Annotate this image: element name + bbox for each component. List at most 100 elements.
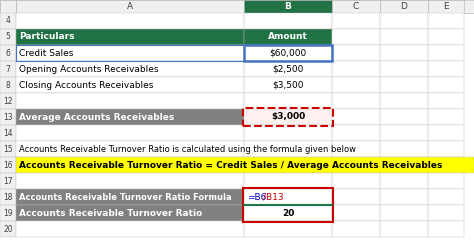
Text: C: C — [353, 2, 359, 11]
Bar — [244, 13, 332, 29]
Bar — [428, 93, 464, 109]
Bar — [332, 29, 380, 45]
Text: Amount: Amount — [268, 33, 308, 42]
Bar — [332, 61, 380, 77]
Bar — [380, 205, 428, 221]
Bar — [380, 45, 428, 61]
Text: 13: 13 — [3, 113, 13, 122]
Bar — [244, 109, 332, 125]
Bar — [0, 221, 16, 237]
Text: $3,000: $3,000 — [271, 113, 305, 122]
Bar — [244, 93, 332, 109]
Bar — [428, 173, 464, 189]
Bar — [244, 221, 332, 237]
Bar — [0, 141, 16, 157]
Text: Accounts Receivable Turnover Ratio: Accounts Receivable Turnover Ratio — [19, 208, 202, 217]
Bar — [332, 189, 380, 205]
Text: D: D — [401, 2, 408, 11]
Text: Accounts Receivable Turnover Ratio = Credit Sales / Average Accounts Receivables: Accounts Receivable Turnover Ratio = Cre… — [19, 160, 442, 170]
Bar — [16, 0, 244, 13]
Bar — [380, 141, 428, 157]
Bar — [332, 141, 380, 157]
Bar — [380, 109, 428, 125]
Bar — [243, 108, 333, 126]
Bar — [332, 0, 380, 13]
Bar — [244, 0, 332, 13]
Bar — [332, 109, 380, 125]
Bar — [332, 45, 380, 61]
Bar — [428, 61, 464, 77]
Bar — [0, 93, 16, 109]
Text: Accounts Receivable Turnover Ratio Formula: Accounts Receivable Turnover Ratio Formu… — [19, 192, 232, 201]
Text: 15: 15 — [3, 145, 13, 154]
Bar — [428, 125, 464, 141]
Bar — [16, 157, 474, 173]
Bar — [0, 0, 16, 13]
Text: 20: 20 — [3, 225, 13, 234]
Bar — [16, 61, 244, 77]
Bar — [16, 93, 244, 109]
Bar — [16, 189, 244, 205]
Bar — [243, 188, 333, 222]
Bar — [244, 141, 332, 157]
Bar — [16, 13, 244, 29]
Bar — [244, 29, 332, 45]
Bar — [428, 221, 464, 237]
Bar — [332, 221, 380, 237]
Bar — [0, 77, 16, 93]
Bar — [244, 125, 332, 141]
Bar — [380, 125, 428, 141]
Bar — [244, 45, 332, 61]
Bar — [16, 45, 244, 61]
Bar — [428, 189, 464, 205]
Bar — [0, 45, 16, 61]
Bar — [244, 61, 332, 77]
Bar — [428, 109, 464, 125]
Bar — [332, 125, 380, 141]
Text: Particulars: Particulars — [19, 33, 74, 42]
Text: =B6: =B6 — [247, 192, 266, 201]
Bar — [0, 0, 474, 13]
Bar — [16, 205, 244, 221]
Text: Credit Sales: Credit Sales — [19, 49, 73, 58]
Bar — [0, 173, 16, 189]
Text: 17: 17 — [3, 176, 13, 185]
Bar — [0, 189, 16, 205]
Bar — [380, 0, 428, 13]
Text: 4: 4 — [6, 17, 10, 26]
Text: A: A — [127, 2, 133, 11]
Bar — [16, 109, 244, 125]
Bar — [332, 77, 380, 93]
Text: 14: 14 — [3, 129, 13, 138]
Bar — [0, 13, 16, 29]
Bar — [332, 173, 380, 189]
Text: 19: 19 — [3, 208, 13, 217]
Bar — [428, 29, 464, 45]
Text: 6: 6 — [6, 49, 10, 58]
Bar — [428, 205, 464, 221]
Text: Opening Accounts Receivables: Opening Accounts Receivables — [19, 64, 158, 73]
Text: $3,500: $3,500 — [272, 80, 304, 89]
Text: 12: 12 — [3, 96, 13, 105]
Text: 7: 7 — [6, 64, 10, 73]
Text: $60,000: $60,000 — [269, 49, 307, 58]
Bar — [16, 125, 244, 141]
Text: Closing Accounts Receivables: Closing Accounts Receivables — [19, 80, 154, 89]
Text: 5: 5 — [6, 33, 10, 42]
Bar — [0, 29, 16, 45]
Text: Average Accounts Receivables: Average Accounts Receivables — [19, 113, 174, 122]
Bar — [16, 221, 244, 237]
Bar — [428, 0, 464, 13]
Bar — [428, 77, 464, 93]
Bar — [428, 45, 464, 61]
Text: B: B — [284, 2, 292, 11]
Bar — [244, 45, 332, 61]
Bar — [380, 189, 428, 205]
Bar — [16, 77, 244, 93]
Bar — [332, 13, 380, 29]
Bar — [16, 173, 244, 189]
Bar — [380, 221, 428, 237]
Bar — [244, 77, 332, 93]
Text: $2,500: $2,500 — [272, 64, 304, 73]
Bar — [380, 93, 428, 109]
